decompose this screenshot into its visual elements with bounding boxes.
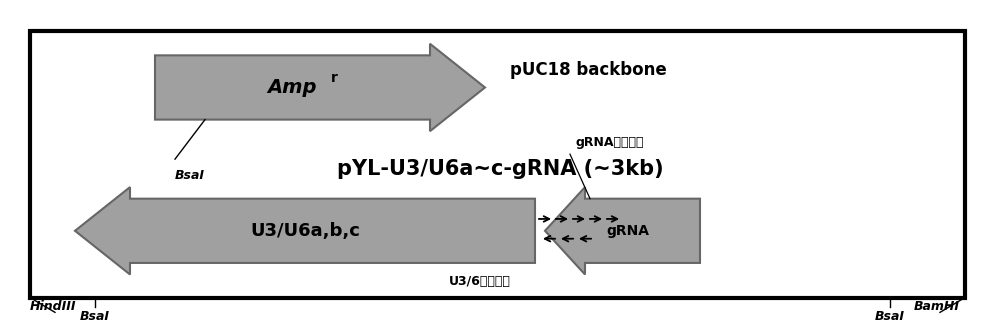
- Text: BsaI: BsaI: [175, 169, 205, 182]
- FancyBboxPatch shape: [30, 31, 965, 298]
- Text: HindIII: HindIII: [30, 301, 76, 314]
- Text: BamHI: BamHI: [914, 301, 960, 314]
- Text: r: r: [331, 71, 338, 84]
- Text: BsaI: BsaI: [80, 310, 110, 323]
- Text: gRNA: gRNA: [606, 224, 649, 238]
- Polygon shape: [75, 187, 535, 274]
- Text: U3/6上游引物: U3/6上游引物: [449, 275, 511, 288]
- Text: pYL-U3/U6a~c-gRNA (~3kb): pYL-U3/U6a~c-gRNA (~3kb): [337, 159, 663, 179]
- Text: U3/U6a,b,c: U3/U6a,b,c: [250, 222, 360, 240]
- Polygon shape: [155, 44, 485, 131]
- Text: pUC18 backbone: pUC18 backbone: [510, 61, 667, 79]
- Text: gRNA下游引物: gRNA下游引物: [575, 136, 644, 149]
- Polygon shape: [545, 187, 700, 274]
- Text: BsaI: BsaI: [875, 310, 905, 323]
- Text: Amp: Amp: [268, 78, 317, 97]
